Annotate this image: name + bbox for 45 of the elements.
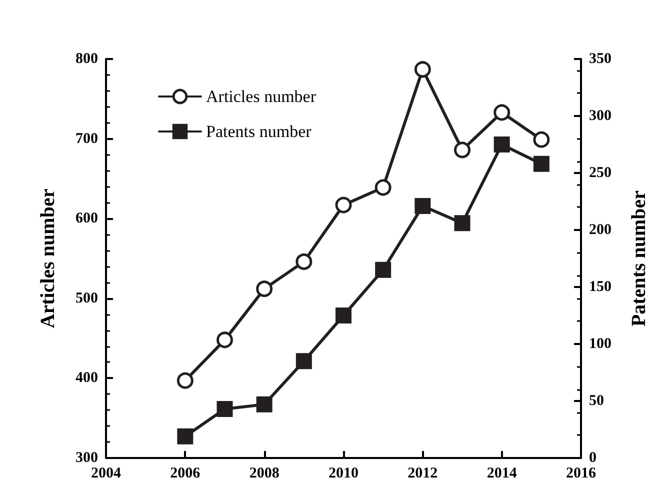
point [454,142,470,158]
x-tick-label: 2010 [328,466,358,482]
y2-tick-label: 50 [589,393,604,409]
y2-tick-label: 350 [589,51,612,67]
point [494,136,510,152]
x-tick-label: 2008 [249,466,280,482]
point [177,428,194,444]
y-tick-label: 600 [76,210,98,227]
point [336,308,352,324]
point [296,253,312,270]
y2-tick-label: 250 [589,165,612,181]
legend-label: Articles number [206,87,316,106]
y-tick-label: 800 [76,51,98,67]
x-tick-label: 2004 [91,466,122,482]
legend-label: Patents number [206,122,312,141]
x-tick-label: 2014 [486,466,518,482]
point [375,262,392,278]
y2-tick-label: 100 [589,336,612,352]
point [414,198,431,214]
point [335,196,352,214]
y2-tick-label: 0 [589,450,596,466]
point [176,372,194,389]
y-tick-label: 300 [76,450,98,466]
y2-tick-label: 150 [589,279,612,295]
y-tick-label: 500 [76,290,98,306]
x-tick-label: 2016 [566,466,596,482]
y-tick-label: 700 [76,130,98,147]
point [533,156,550,172]
point [533,131,550,148]
x-tick-label: 2006 [170,466,201,482]
point [494,104,510,121]
point [454,215,470,232]
y-axis-title: Articles number [37,188,59,328]
point [216,400,233,417]
point [256,396,272,412]
point [256,280,273,298]
point [216,332,233,348]
point [414,61,431,78]
y2-tick-label: 300 [589,108,612,124]
point [374,179,392,196]
x-tick-label: 2012 [408,466,438,482]
y2-tick-label: 200 [589,222,612,238]
y-tick-label: 400 [76,370,98,386]
y2-axis-title: Patents number [628,190,650,327]
point [296,353,312,370]
